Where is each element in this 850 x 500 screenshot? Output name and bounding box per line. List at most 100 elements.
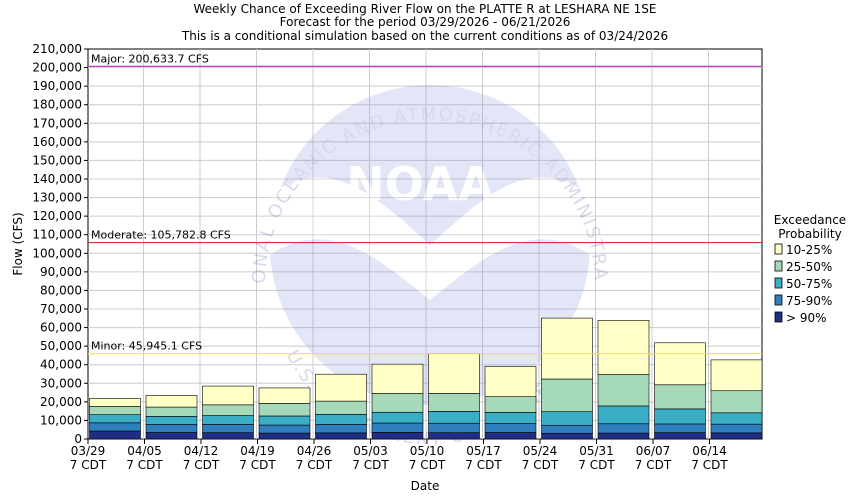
- legend-swatch: [774, 277, 783, 289]
- bar-segment-05-31-1025: [597, 320, 650, 375]
- y-tick-label: 140,000: [32, 172, 82, 186]
- bar-segment-05-24-5075: [541, 411, 593, 426]
- y-tick-label: 50,000: [40, 339, 82, 353]
- chart-title: Weekly Chance of Exceeding River Flow on…: [181, 2, 668, 43]
- x-tick-label: 05/03: [353, 444, 388, 458]
- bar-segment-06-07-1025: [654, 342, 706, 386]
- legend-swatch: [774, 243, 783, 255]
- threshold-label-0: Major: 200,633.7 CFS: [91, 52, 209, 65]
- legend-title-line-1: Exceedance: [774, 213, 846, 227]
- bar-segment-06-14-7590: [710, 423, 763, 434]
- legend-swatch: [774, 294, 783, 306]
- legend-swatch: [774, 311, 783, 323]
- bar-segment-04-05-1025: [145, 395, 198, 408]
- bar-segment-05-03-7590: [371, 422, 424, 433]
- watermark-gull-shape: [270, 177, 590, 300]
- bar-segment-05-03-2550: [371, 393, 424, 413]
- y-tick-label: 90,000: [40, 265, 82, 279]
- x-tick-label: 06/07: [636, 444, 671, 458]
- bar-segment-05-10-90: [428, 432, 480, 440]
- bar-segment-06-14-2550: [710, 390, 763, 414]
- threshold-label-1: Moderate: 105,782.8 CFS: [91, 229, 231, 242]
- x-tick-sublabel: 7 CDT: [296, 458, 333, 472]
- threshold-label-2: Minor: 45,945.1 CFS: [91, 340, 202, 353]
- bar-segment-06-07-7590: [654, 423, 706, 433]
- y-tick-label: 120,000: [32, 209, 82, 223]
- x-tick-sublabel: 7 CDT: [409, 458, 446, 472]
- bar-segment-05-24-7590: [541, 424, 593, 434]
- bar-segment-05-24-1025: [541, 317, 593, 380]
- x-tick-label: 03/29: [71, 444, 106, 458]
- bar-segment-06-07-90: [654, 432, 706, 440]
- title-line-1: Weekly Chance of Exceeding River Flow on…: [194, 2, 657, 16]
- bar-segment-05-10-7590: [428, 422, 480, 433]
- bar-segment-04-26-7590: [315, 424, 367, 434]
- bar-segment-04-05-2550: [145, 406, 198, 417]
- y-tick-label: 70,000: [40, 302, 82, 316]
- bar-segment-04-19-7590: [258, 424, 311, 434]
- bar-segment-04-26-90: [315, 432, 367, 440]
- bar-segment-06-07-2550: [654, 384, 706, 410]
- x-tick-sublabel: 7 CDT: [635, 458, 672, 472]
- stacked-bars: [89, 317, 763, 440]
- gridlines: [88, 49, 762, 439]
- bar-segment-05-31-90: [597, 432, 650, 440]
- y-tick-label: 100,000: [32, 246, 82, 260]
- x-tick-label: 05/10: [410, 444, 445, 458]
- x-tick-label: 04/12: [184, 444, 219, 458]
- flood-thresholds: Major: 200,633.7 CFS Moderate: 105,782.8 …: [88, 52, 762, 355]
- y-tick-label: 80,000: [40, 283, 82, 297]
- bar-segment-04-12-7590: [202, 424, 254, 433]
- y-tick-label: 210,000: [32, 42, 82, 56]
- y-tick-label: 60,000: [40, 321, 82, 335]
- legend: Exceedance Probability 10-25% 25-50% 50-75…: [774, 213, 846, 325]
- bar-segment-04-05-7590: [145, 424, 198, 433]
- x-tick-label: 05/17: [466, 444, 501, 458]
- legend-item-label: 75-90%: [786, 294, 832, 308]
- bar-segment-03-29-90: [89, 430, 141, 440]
- title-line-3: This is a conditional simulation based o…: [181, 29, 668, 43]
- y-tick-label: 20,000: [40, 395, 82, 409]
- bar-segment-05-31-5075: [597, 405, 650, 425]
- y-tick-label: 160,000: [32, 135, 82, 149]
- x-tick-sublabel: 7 CDT: [183, 458, 220, 472]
- bar-segment-05-24-90: [541, 432, 593, 440]
- y-tick-label: 130,000: [32, 191, 82, 205]
- y-tick-label: 30,000: [40, 376, 82, 390]
- x-tick-sublabel: 7 CDT: [465, 458, 502, 472]
- bar-segment-04-12-1025: [202, 385, 254, 406]
- bar-segment-05-17-1025: [484, 366, 537, 397]
- legend-title-line-2: Probability: [778, 227, 841, 241]
- bar-segment-05-03-5075: [371, 411, 424, 424]
- bar-segment-05-10-1025: [428, 353, 480, 394]
- watermark-disc: [270, 85, 590, 405]
- y-axis: 0 10,000 20,000 30,000 40,000 50,000 60,000 70,…: [32, 42, 88, 446]
- x-tick-sublabel: 7 CDT: [352, 458, 389, 472]
- x-tick-label: 04/26: [297, 444, 332, 458]
- x-tick-sublabel: 7 CDT: [578, 458, 615, 472]
- bar-segment-04-19-5075: [258, 415, 311, 426]
- y-tick-label: 10,000: [40, 413, 82, 427]
- bar-segment-03-29-2550: [89, 406, 141, 415]
- y-tick-label: 40,000: [40, 358, 82, 372]
- x-axis-label: Date: [411, 479, 440, 493]
- bar-segment-04-12-2550: [202, 404, 254, 416]
- bar-segment-06-07-5075: [654, 408, 706, 425]
- x-tick-label: 04/05: [127, 444, 162, 458]
- y-tick-label: 170,000: [32, 116, 82, 130]
- legend-swatch: [774, 260, 783, 272]
- x-tick-label: 06/14: [692, 444, 727, 458]
- x-tick-sublabel: 7 CDT: [126, 458, 163, 472]
- x-tick-label: 04/19: [240, 444, 275, 458]
- bar-segment-05-24-2550: [541, 378, 593, 412]
- bar-segment-06-14-5075: [710, 412, 763, 425]
- bar-segment-05-10-5075: [428, 411, 480, 424]
- bar-segment-06-14-90: [710, 432, 763, 440]
- title-line-2: Forecast for the period 03/29/2026 - 06/…: [280, 15, 571, 29]
- bar-segment-04-26-1025: [315, 373, 367, 402]
- bar-segment-05-03-1025: [371, 363, 424, 394]
- x-tick-sublabel: 7 CDT: [239, 458, 276, 472]
- bar-segment-04-19-90: [258, 432, 311, 440]
